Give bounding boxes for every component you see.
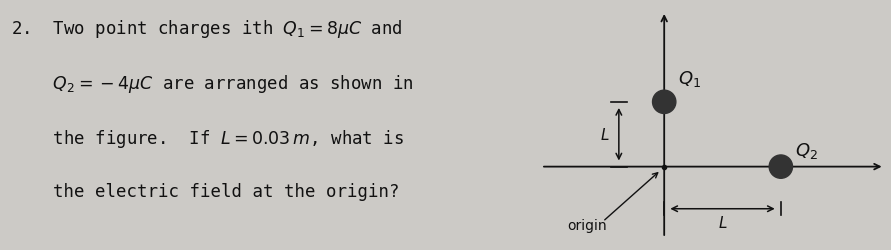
Text: origin: origin <box>567 218 607 232</box>
Text: the electric field at the origin?: the electric field at the origin? <box>11 182 399 200</box>
Text: $Q_2 = -4\mu C$ are arranged as shown in: $Q_2 = -4\mu C$ are arranged as shown in <box>11 72 413 94</box>
Circle shape <box>652 91 676 114</box>
Text: L: L <box>601 127 609 142</box>
Circle shape <box>769 155 792 178</box>
Text: the figure.  If $L = 0.03\,m$, what is: the figure. If $L = 0.03\,m$, what is <box>11 128 404 150</box>
Text: $Q_1$: $Q_1$ <box>678 68 701 88</box>
Text: 2.  Two point charges ith $Q_1 = 8\mu C$ and: 2. Two point charges ith $Q_1 = 8\mu C$ … <box>11 18 402 40</box>
Text: $Q_2$: $Q_2$ <box>795 140 818 160</box>
Text: L: L <box>718 216 727 230</box>
